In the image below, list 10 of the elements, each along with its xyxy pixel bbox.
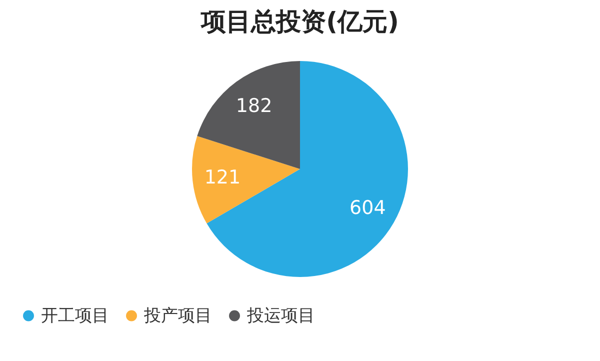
pie-slice [192, 136, 300, 224]
legend-label: 投运项目 [246, 306, 315, 326]
chart-title: 项目总投资(亿元) [200, 7, 399, 36]
pie-slice [206, 61, 408, 277]
data-label: 121 [204, 166, 241, 188]
data-label: 182 [236, 94, 272, 117]
legend-label: 开工项目 [41, 306, 109, 326]
legend-label: 投产项目 [143, 306, 212, 326]
pie-slice [197, 61, 300, 169]
data-label: 604 [350, 196, 386, 219]
